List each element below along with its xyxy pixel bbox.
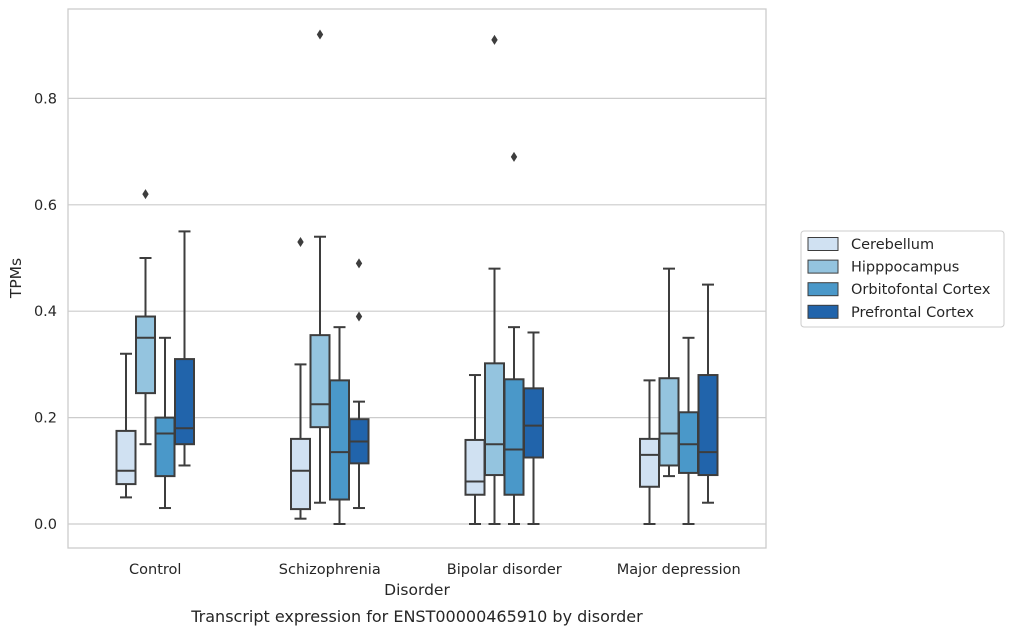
box <box>464 438 486 496</box>
box-group <box>135 189 156 446</box>
box-group <box>348 258 370 510</box>
x-tick-labels: Control Schizophrenia Bipolar disorder Majo… <box>129 562 741 578</box>
y-tick-label: 0.4 <box>34 304 57 320</box>
legend-swatch <box>807 282 839 297</box>
x-tick-label: Major depression <box>617 562 741 578</box>
chart-caption: Transcript expression for ENST0000046591… <box>190 607 643 626</box>
box-group <box>658 267 680 478</box>
outlier-point <box>355 258 363 269</box>
box <box>658 377 680 467</box>
box-group <box>503 151 525 525</box>
y-axis-title: TPMs <box>7 258 25 299</box>
box-group <box>329 326 350 525</box>
legend-label: Prefrontal Cortex <box>851 305 974 321</box>
plot-frame <box>67 8 767 549</box>
box <box>697 374 719 477</box>
box <box>503 378 525 496</box>
legend-swatch <box>807 304 839 319</box>
legend-swatch <box>807 237 839 251</box>
legend-label: Hipppocampus <box>851 260 959 276</box>
box-group <box>115 352 137 499</box>
box <box>174 358 195 446</box>
x-tick-label: Bipolar disorder <box>447 562 562 578</box>
outlier-point <box>316 29 324 40</box>
box-group <box>639 379 660 525</box>
legend-label: Orbitofontal Cortex <box>851 282 991 298</box>
box-group <box>464 374 486 525</box>
box <box>678 411 699 474</box>
box <box>290 437 311 511</box>
outlier-point <box>491 34 498 45</box>
box <box>523 387 544 459</box>
box <box>329 379 350 501</box>
box <box>115 429 137 486</box>
box-group <box>174 230 195 467</box>
legend-swatch <box>807 259 839 274</box>
legend: Cerebellum Hipppocampus Orbitofontal Corte… <box>800 230 1005 328</box>
legend-entries: Cerebellum Hipppocampus Orbitofontal Corte… <box>807 237 991 321</box>
box-group <box>290 237 311 520</box>
legend-frame <box>800 230 1005 328</box>
box-group <box>154 336 176 510</box>
outlier-point <box>297 237 304 248</box>
box-group <box>484 34 505 525</box>
x-tick-label: Control <box>129 562 181 578</box>
x-tick-label: Schizophrenia <box>279 562 381 578</box>
outlier-point <box>510 151 518 162</box>
y-tick-labels: 0.0 0.2 0.4 0.6 0.8 <box>34 91 57 533</box>
box-group <box>697 283 719 504</box>
x-axis-title: Disorder <box>384 581 450 599</box>
y-tick-label: 0.6 <box>34 198 57 214</box>
box <box>639 437 660 488</box>
legend-label: Cerebellum <box>851 237 934 253</box>
y-tick-label: 0.8 <box>34 91 57 107</box>
box <box>484 362 505 477</box>
y-tick-label: 0.0 <box>34 517 57 533</box>
box-group <box>678 336 699 525</box>
box <box>309 334 331 429</box>
box-group <box>523 331 544 525</box>
boxes <box>115 29 719 525</box>
y-tick-label: 0.2 <box>34 411 57 427</box>
box <box>154 416 176 478</box>
box <box>135 315 156 395</box>
outlier-point <box>142 189 149 200</box>
outlier-point <box>355 311 363 322</box>
